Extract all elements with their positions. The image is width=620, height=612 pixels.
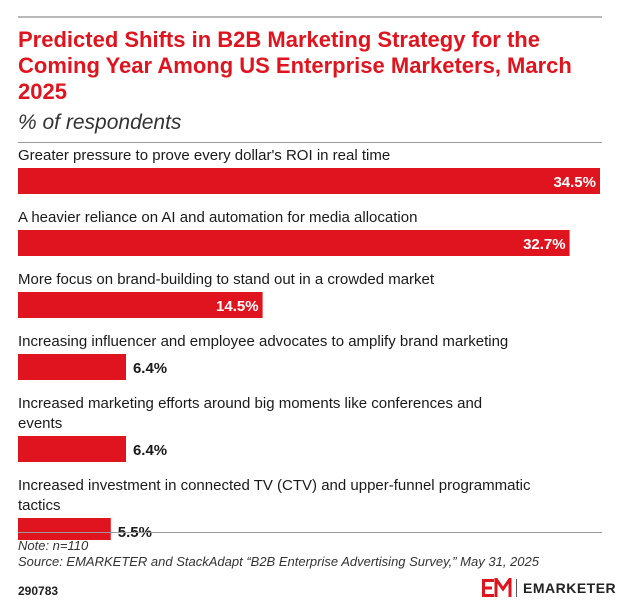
chart-notes: Note: n=110 Source: EMARKETER and StackA… — [18, 538, 608, 570]
value-label: 6.4% — [133, 360, 167, 377]
category-label: tactics — [18, 497, 61, 514]
chart-id: 290783 — [18, 584, 59, 598]
bar[interactable] — [18, 436, 126, 462]
category-label: Increased investment in connected TV (CT… — [18, 477, 531, 494]
note-text: Note: n=110 — [18, 538, 89, 553]
category-label: Increasing influencer and employee advoc… — [18, 333, 508, 350]
footer-rule — [18, 532, 602, 533]
bar[interactable] — [18, 168, 600, 194]
subtitle-rule — [18, 142, 602, 143]
top-rule — [18, 16, 602, 18]
category-label: Greater pressure to prove every dollar's… — [18, 147, 390, 164]
brand-divider — [516, 579, 517, 597]
chart-title: Predicted Shifts in B2B Marketing Strate… — [18, 27, 572, 104]
chart-subtitle: % of respondents — [18, 111, 182, 134]
brand-name: EMARKETER — [523, 580, 617, 596]
category-label: More focus on brand-building to stand ou… — [18, 271, 435, 288]
bar[interactable] — [18, 518, 111, 540]
value-label: 34.5% — [553, 174, 596, 191]
bar[interactable] — [18, 230, 570, 256]
value-label: 32.7% — [523, 236, 566, 253]
emarketer-logo-icon — [482, 578, 512, 597]
value-label: 14.5% — [216, 298, 259, 315]
category-label: A heavier reliance on AI and automation … — [18, 209, 417, 226]
bar[interactable] — [18, 292, 263, 318]
value-label: 6.4% — [133, 442, 167, 459]
category-label: Increased marketing efforts around big m… — [18, 395, 482, 412]
category-label: events — [18, 415, 62, 432]
emarketer-brand[interactable]: EMARKETER — [482, 578, 616, 598]
bar[interactable] — [18, 354, 126, 380]
source-text: Source: EMARKETER and StackAdapt “B2B En… — [18, 554, 539, 569]
